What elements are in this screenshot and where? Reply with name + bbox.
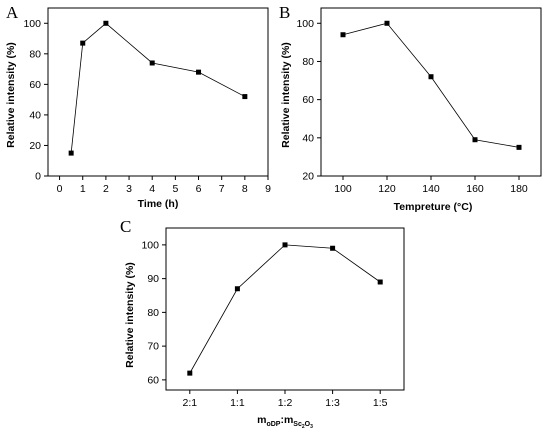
panel-letter-c: C	[120, 217, 131, 236]
panel-c-x-tick-label: 1:3	[325, 397, 340, 409]
panel-a-y-tick-label: 40	[29, 109, 41, 121]
panel-a: A 0 20 40 60 80 100 0 1 2 3 4 5 6 7 8 9 Time (h) Relati…	[5, 3, 271, 210]
panel-a-x-tick-label: 3	[126, 183, 132, 195]
panel-a-series-line	[70, 22, 246, 154]
panel-a-x-axis-label: Time (h)	[138, 198, 179, 210]
panel-a-data-point	[242, 94, 248, 100]
panel-a-plot-frame	[47, 7, 269, 177]
panel-c-plot-frame	[165, 227, 405, 391]
panel-c-x-label-m1: m	[257, 414, 266, 426]
panel-b-data-point	[472, 137, 478, 143]
panel-c-x-label-colon: :	[280, 414, 284, 426]
panel-c-x-label-m2: m	[284, 414, 293, 426]
panel-a-marks	[68, 20, 248, 156]
panel-a-x-tick-label: 6	[196, 183, 202, 195]
panel-b-data-point	[384, 20, 390, 26]
panel-a-data-point	[103, 20, 109, 26]
panel-b-x-axis-label: Tempreture (°C)	[394, 201, 473, 213]
panel-b-x-tick-label: 140	[422, 183, 440, 195]
panel-a-y-tick-label: 80	[29, 48, 41, 60]
panel-c-x-tick-label: 1:2	[278, 397, 293, 409]
panel-c-x-label-sub1: oDP	[266, 421, 280, 428]
panel-c-data-point	[330, 245, 336, 251]
panel-a-data-point	[196, 69, 202, 75]
panel-c-y-axis-label: Relative intensity (%)	[124, 262, 136, 368]
panel-c-x-label-sub2c: O	[305, 421, 311, 428]
panel-a-ticks: 0 20 40 60 80 100 0 1 2 3 4 5 6 7 8 9	[23, 7, 271, 195]
panel-a-y-tick-label: 0	[35, 171, 41, 183]
panel-b-x-tick-label: 100	[334, 183, 352, 195]
panel-a-y-axis-label: Relative intensity (%)	[5, 42, 17, 148]
panel-c-data-point	[377, 279, 383, 285]
panel-b-series-line	[342, 22, 520, 148]
panel-b-y-tick-label: 100	[296, 18, 314, 30]
panel-a-data-point	[68, 150, 74, 156]
panel-c-x-tick-label: 1:1	[230, 397, 245, 409]
panel-b-ticks: 20 40 60 80 100 100 120 140 160 180	[296, 7, 542, 195]
panel-letter-b: B	[279, 3, 290, 22]
panel-c-y-tick-label: 70	[147, 341, 159, 353]
panel-a-x-tick-label: 7	[219, 183, 225, 195]
panel-b-x-tick-label: 160	[466, 183, 484, 195]
panel-c-data-point	[282, 242, 288, 248]
panel-b-x-tick-label: 120	[378, 183, 396, 195]
panel-a-y-tick-label: 20	[29, 140, 41, 152]
panel-a-x-tick-label: 9	[265, 183, 271, 195]
panel-c-ticks: 60 70 80 90 100 2:1 1:1 1:2 1:3 1:5	[141, 227, 405, 409]
panel-b-data-point	[428, 74, 434, 80]
panel-b-data-point	[516, 144, 522, 150]
panel-b-x-tick-label: 180	[510, 183, 528, 195]
panel-c-y-tick-label: 80	[147, 307, 159, 319]
panel-c-series-line	[189, 244, 381, 374]
panel-a-x-tick-label: 5	[172, 183, 178, 195]
panel-b-y-axis-label: Relative intensity (%)	[280, 42, 292, 148]
panel-b-y-tick-label: 40	[302, 132, 314, 144]
panel-a-data-point	[149, 60, 155, 66]
panel-c-y-tick-label: 100	[141, 239, 159, 251]
panel-b: B 20 40 60 80 100 100 120 140 160 180 Tempreture …	[279, 3, 542, 213]
panel-a-x-tick-label: 0	[57, 183, 63, 195]
panel-letter-a: A	[6, 3, 19, 22]
panel-c-y-tick-label: 90	[147, 273, 159, 285]
panel-b-plot-frame	[320, 7, 542, 177]
panel-a-data-point	[80, 40, 86, 46]
panel-a-y-tick-label: 60	[29, 79, 41, 91]
panel-c-x-axis-label: moDP:mSc2O3	[257, 414, 313, 430]
panel-c-x-tick-label: 2:1	[182, 397, 197, 409]
panel-c-x-label-sub2d: 3	[310, 424, 313, 430]
panel-c-marks	[187, 242, 383, 376]
panel-a-x-tick-label: 4	[149, 183, 155, 195]
panel-c-data-point	[187, 370, 193, 376]
panel-b-data-point	[340, 32, 346, 38]
panel-a-y-tick-label: 100	[23, 18, 41, 30]
panel-b-y-tick-label: 80	[302, 56, 314, 68]
panel-c-y-tick-label: 60	[147, 374, 159, 386]
panel-a-x-tick-label: 1	[80, 183, 86, 195]
panel-a-x-tick-label: 2	[103, 183, 109, 195]
panel-c-x-tick-label: 1:5	[373, 397, 388, 409]
panel-c-data-point	[234, 286, 240, 292]
panel-c-x-label-sub2b: 2	[302, 424, 305, 430]
panel-a-x-tick-label: 8	[242, 183, 248, 195]
panel-b-y-tick-label: 60	[302, 94, 314, 106]
panel-b-y-tick-label: 20	[302, 171, 314, 183]
panel-c-x-label-sub2a: Sc	[293, 421, 302, 428]
panel-b-marks	[340, 20, 522, 150]
